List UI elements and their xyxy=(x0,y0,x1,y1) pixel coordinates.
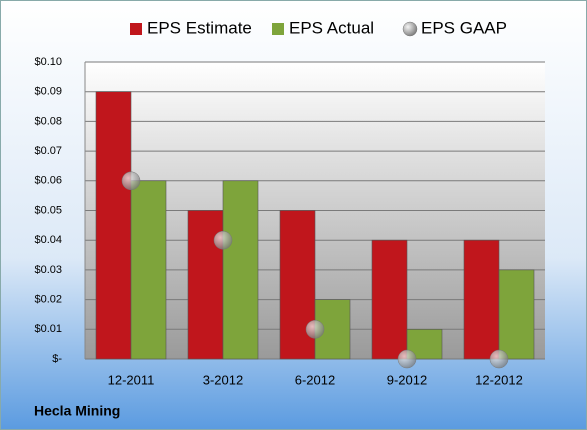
y-tick-label: $0.10 xyxy=(34,56,62,68)
legend-swatch xyxy=(272,23,284,35)
bar xyxy=(498,269,535,360)
y-tick-label: $0.02 xyxy=(34,294,62,306)
y-tick-label: $0.08 xyxy=(34,115,62,127)
legend-label: EPS GAAP xyxy=(421,18,507,37)
y-tick-label: $0.07 xyxy=(34,145,62,157)
y-tick-label: $0.04 xyxy=(34,234,62,246)
bar xyxy=(95,91,132,360)
gaap-dot xyxy=(121,171,141,191)
footnote: Hecla Mining xyxy=(34,403,120,419)
bar xyxy=(222,180,259,360)
y-tick-label: $0.05 xyxy=(34,204,62,216)
legend-label: EPS Actual xyxy=(289,18,374,37)
bar xyxy=(130,180,167,360)
bar xyxy=(463,239,500,360)
x-tick-label: 6-2012 xyxy=(295,372,335,387)
x-tick-label: 3-2012 xyxy=(203,372,243,387)
x-tick-label: 12-2012 xyxy=(475,372,523,387)
gaap-dot xyxy=(489,349,509,369)
x-tick-label: 9-2012 xyxy=(387,372,427,387)
y-tick-label: $0.09 xyxy=(34,86,62,98)
legend-swatch xyxy=(130,23,142,35)
legend-swatch xyxy=(402,21,418,37)
gaap-dot xyxy=(213,230,233,250)
y-tick-label: $0.06 xyxy=(34,175,62,187)
legend-label: EPS Estimate xyxy=(147,18,252,37)
y-tick-label: $- xyxy=(52,353,62,365)
gaap-dot xyxy=(305,320,325,339)
x-tick-label: 12-2011 xyxy=(108,372,155,387)
y-tick-label: $0.01 xyxy=(34,323,62,335)
y-tick-label: $0.03 xyxy=(34,264,62,276)
gaap-dot xyxy=(397,349,417,369)
bar xyxy=(371,239,408,360)
